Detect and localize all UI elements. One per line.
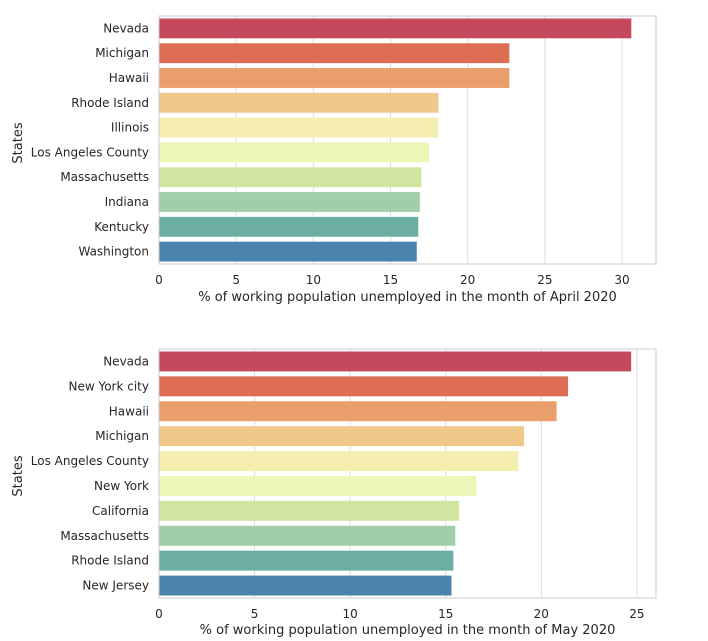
- bar: [159, 575, 452, 596]
- category-label: Los Angeles County: [31, 454, 149, 468]
- category-label: Michigan: [95, 46, 149, 60]
- category-label: Hawaii: [109, 71, 149, 85]
- category-label: Rhode Island: [71, 554, 149, 568]
- bar: [159, 475, 477, 496]
- category-label: Kentucky: [94, 220, 149, 234]
- x-tick-label: 25: [537, 273, 552, 287]
- bar: [159, 376, 569, 397]
- chart-1: Nevada Michigan Hawaii Rhode Island Illinois…: [11, 15, 657, 305]
- chart-2: Nevada New York city Hawaii Michigan Los Ang…: [11, 348, 657, 638]
- bar: [159, 68, 510, 88]
- bar: [159, 426, 525, 447]
- category-label: Rhode Island: [71, 96, 149, 110]
- x-tick-label: 30: [614, 273, 629, 287]
- bar: [159, 550, 454, 571]
- bar: [159, 18, 632, 39]
- bar: [159, 167, 422, 188]
- x-tick-label: 20: [460, 273, 475, 287]
- bar: [159, 500, 460, 521]
- x-tick-label: 25: [629, 607, 644, 621]
- x-tick-label: 5: [251, 607, 259, 621]
- bar: [159, 401, 557, 422]
- x-tick-label: 0: [155, 607, 163, 621]
- category-label: Massachusetts: [60, 170, 149, 184]
- category-label: New York city: [68, 379, 149, 393]
- category-label: Hawaii: [109, 404, 149, 418]
- category-label: Nevada: [103, 21, 149, 35]
- y-axis-title: States: [11, 455, 26, 496]
- x-tick-label: 10: [306, 273, 321, 287]
- plot-frame: [158, 15, 657, 265]
- category-label: Michigan: [95, 429, 149, 443]
- plot-frame: [158, 348, 657, 599]
- bar: [159, 92, 439, 113]
- y-axis-title: States: [11, 122, 26, 163]
- x-axis-title: % of working population unemployed in th…: [200, 623, 616, 638]
- bar: [159, 525, 456, 546]
- x-tick-label: 20: [534, 607, 549, 621]
- x-tick-label: 15: [438, 607, 453, 621]
- bar: [159, 351, 632, 372]
- x-tick-label: 10: [343, 607, 358, 621]
- category-label: Illinois: [111, 121, 149, 135]
- x-tick-label: 15: [383, 273, 398, 287]
- category-label: California: [92, 504, 149, 518]
- category-label: Indiana: [105, 195, 149, 209]
- bar: [159, 43, 510, 64]
- x-tick-label: 5: [232, 273, 240, 287]
- bar: [159, 192, 420, 212]
- bar: [159, 117, 439, 138]
- category-label: Nevada: [103, 354, 149, 368]
- x-tick-label: 0: [155, 273, 163, 287]
- category-label: Washington: [78, 245, 149, 259]
- category-label: Los Angeles County: [31, 145, 149, 159]
- bar: [159, 142, 430, 163]
- bar: [159, 241, 417, 262]
- category-label: Massachusetts: [60, 529, 149, 543]
- bar: [159, 451, 519, 472]
- category-label: New Jersey: [82, 579, 149, 593]
- bar: [159, 216, 419, 237]
- category-label: New York: [94, 479, 149, 493]
- x-axis-title: % of working population unemployed in th…: [198, 290, 617, 305]
